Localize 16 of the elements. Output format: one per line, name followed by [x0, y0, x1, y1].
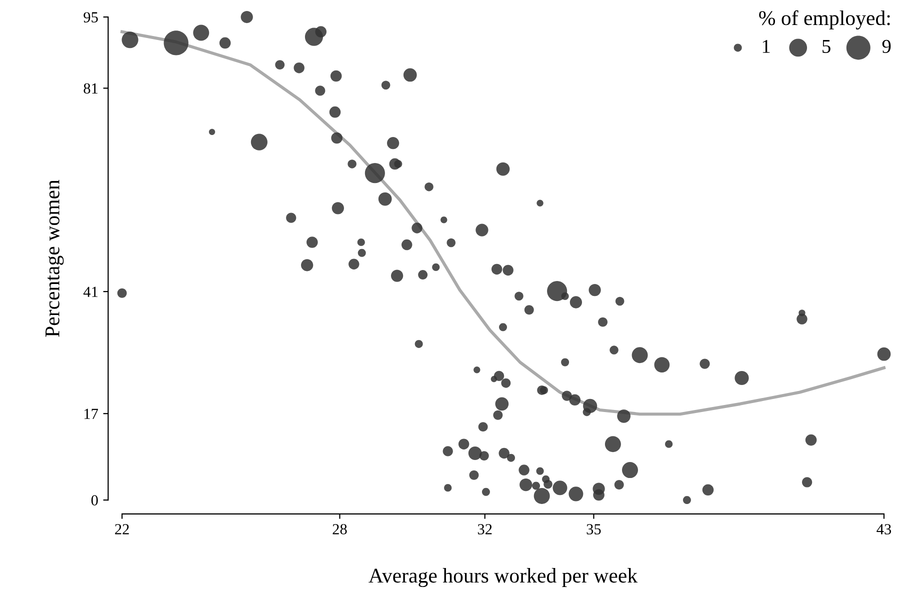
y-tick-label: 17 — [84, 408, 98, 419]
y-tick-label: 0 — [91, 495, 98, 506]
legend-label: 9 — [882, 40, 891, 53]
x-tick-label: 35 — [586, 524, 601, 534]
y-axis-title: Percentage women — [46, 180, 64, 337]
x-tick-label: 32 — [478, 524, 492, 534]
x-tick-label: 43 — [876, 524, 892, 534]
legend-title: % of employed: — [759, 10, 890, 30]
x-tick-label: 22 — [115, 524, 129, 534]
y-tick-label: 95 — [84, 12, 98, 22]
x-axis-title: Average hours worked per week — [368, 568, 638, 588]
legend-label: 5 — [822, 40, 830, 53]
legend-label: 1 — [762, 40, 770, 53]
y-tick-label: 81 — [84, 83, 98, 94]
y-tick-label: 41 — [83, 286, 98, 297]
x-tick-label: 28 — [332, 524, 347, 534]
